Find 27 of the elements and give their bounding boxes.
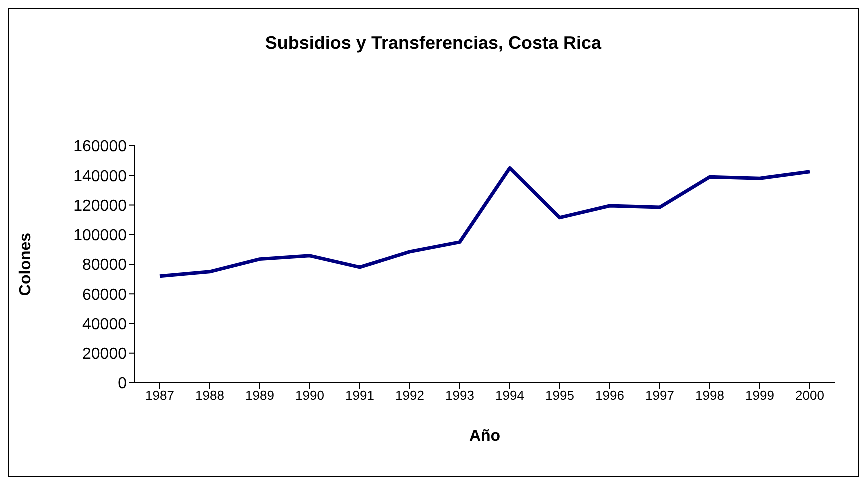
x-tick-label: 1993 (446, 388, 474, 404)
x-tick-label: 1999 (746, 388, 774, 404)
x-tick-label: 2000 (796, 388, 824, 404)
y-tick-label: 100000 (74, 228, 128, 245)
x-tick-label: 1992 (396, 388, 424, 404)
y-axis-title: Colones (18, 232, 35, 296)
x-tick-label: 1989 (246, 388, 274, 404)
x-tick-label: 1991 (346, 388, 374, 404)
y-tick-label: 140000 (74, 168, 128, 186)
y-tick-label: 120000 (74, 198, 128, 215)
line-series (158, 166, 812, 278)
y-tick-label: 40000 (82, 316, 128, 334)
x-tick-label: 1990 (296, 388, 324, 404)
x-tick-label: 1996 (596, 388, 624, 404)
y-tick-label: 80000 (82, 257, 128, 274)
x-axis-title: Año (469, 428, 501, 445)
y-tick-label: 20000 (82, 346, 128, 364)
chart-title: Subsidios y Transferencias, Costa Rica (264, 33, 603, 54)
x-tick-label: 1987 (146, 388, 174, 404)
y-tick-label: 160000 (74, 138, 128, 156)
x-tick-label: 1995 (546, 388, 574, 404)
y-tick-label: 60000 (82, 286, 128, 304)
x-tick-label: 1994 (496, 388, 524, 404)
x-tick-label: 1988 (196, 388, 224, 404)
y-tick-label: 0 (118, 376, 128, 393)
x-tick-label: 1998 (696, 388, 724, 404)
x-tick-label: 1997 (646, 388, 674, 404)
